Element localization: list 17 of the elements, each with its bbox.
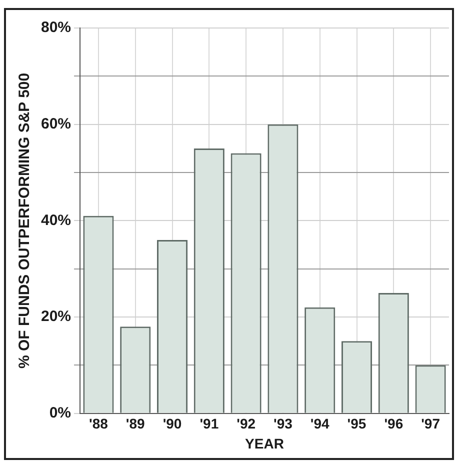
x-tick-label: '89	[126, 416, 146, 432]
y-axis-title: % OF FUNDS OUTPERFORMING S&P 500	[16, 72, 34, 369]
x-tick-label: '97	[421, 416, 440, 432]
y-tick-label: 40%	[40, 212, 72, 229]
x-tick-label: '91	[200, 416, 219, 432]
y-tick-label: 80%	[40, 19, 72, 36]
x-tick-label: '94	[310, 416, 330, 432]
x-axis-title: YEAR	[245, 435, 284, 452]
y-tick-label: 0%	[49, 404, 72, 422]
x-tick-label: '93	[274, 416, 293, 432]
x-tick-label: '88	[89, 416, 108, 432]
x-tick-label: '92	[236, 416, 256, 432]
y-tick-label: 60%	[40, 115, 72, 132]
x-tick-label: '95	[347, 416, 366, 432]
y-tick-label: 20%	[40, 308, 72, 326]
x-tick-label: '90	[162, 416, 182, 432]
x-tick-label: '96	[384, 416, 404, 432]
